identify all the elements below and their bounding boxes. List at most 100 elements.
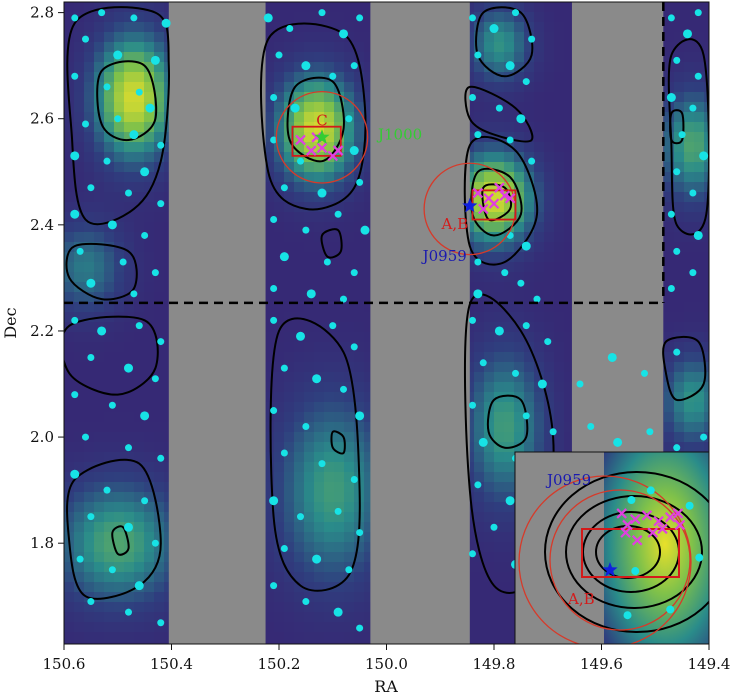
inset-contour xyxy=(565,495,703,609)
galaxy-point xyxy=(114,115,122,123)
galaxy-point xyxy=(157,454,165,462)
j1000-member-marker xyxy=(295,134,306,146)
contour-south-west-inner xyxy=(111,525,130,556)
contour-j0959-outer xyxy=(463,135,539,266)
galaxy-point xyxy=(667,14,675,22)
j0959-star-marker xyxy=(462,197,478,213)
contour-j1000-small xyxy=(320,228,343,259)
x-tick-label: 150.2 xyxy=(258,655,301,673)
inset-galaxy-point xyxy=(631,567,640,576)
galaxy-point xyxy=(296,331,305,341)
inset-j0959-label: J0959 xyxy=(545,471,591,489)
inset-member-marker xyxy=(616,508,627,519)
galaxy-point xyxy=(489,24,499,34)
contour-south-east-inner xyxy=(486,394,529,449)
galaxy-point xyxy=(478,437,488,447)
galaxy-point xyxy=(70,209,80,219)
y-tick-label: 2.8 xyxy=(30,4,54,22)
contour-north-strip-ridge xyxy=(464,85,534,143)
inset-galaxy-point xyxy=(695,553,704,562)
galaxy-point xyxy=(694,72,702,80)
inset-galaxy-point xyxy=(685,501,694,510)
galaxy-point xyxy=(301,61,311,71)
galaxy-point xyxy=(297,513,304,521)
galaxy-point xyxy=(350,269,358,277)
j1000-member-marker xyxy=(316,142,328,154)
galaxy-point xyxy=(150,55,160,65)
galaxy-point xyxy=(141,231,149,239)
galaxy-point xyxy=(87,513,95,521)
x-tick-label: 150.6 xyxy=(43,655,86,673)
galaxy-point xyxy=(528,157,536,165)
galaxy-point xyxy=(270,285,278,293)
galaxy-point xyxy=(522,412,530,420)
galaxy-point xyxy=(334,210,342,218)
inset-galaxy-point xyxy=(666,605,675,614)
plot-area: J1000 C J0959 A,B J0959 A,B xyxy=(64,2,709,644)
galaxy-point xyxy=(280,449,288,457)
j1000-label: J1000 xyxy=(376,125,422,143)
j0959-label: J0959 xyxy=(421,247,467,265)
galaxy-point xyxy=(124,522,133,532)
galaxy-point xyxy=(340,385,347,393)
y-axis-title: Dec xyxy=(1,307,20,338)
galaxy-point xyxy=(134,581,144,591)
galaxy-point xyxy=(130,290,138,298)
galaxy-point xyxy=(302,422,310,430)
inset-search-circle xyxy=(518,475,692,644)
y-axis: 1.8 2.0 2.2 2.4 2.6 2.8 xyxy=(30,4,64,552)
galaxy-point xyxy=(108,401,116,409)
galaxy-point xyxy=(469,14,476,22)
galaxy-point xyxy=(318,9,326,17)
x-tick-label: 150.0 xyxy=(365,655,408,673)
galaxy-point xyxy=(97,326,107,336)
galaxy-point xyxy=(333,607,343,617)
j1000-search-circle xyxy=(275,90,369,184)
galaxy-point xyxy=(516,114,526,124)
galaxy-point xyxy=(157,141,165,149)
galaxy-point xyxy=(537,379,547,389)
x-tick-label: 149.8 xyxy=(473,655,516,673)
galaxy-point xyxy=(157,200,165,208)
galaxy-point xyxy=(673,348,681,356)
galaxy-point xyxy=(544,338,552,346)
j1000-member-marker xyxy=(332,145,344,156)
x-tick-label: 149.4 xyxy=(688,655,730,673)
galaxy-point xyxy=(329,322,337,330)
galaxy-point xyxy=(689,104,697,112)
contour-north-west-outer xyxy=(66,6,170,226)
zoom-inset: J0959 A,B xyxy=(514,451,709,644)
galaxy-point xyxy=(673,168,681,176)
inset-galaxy-point xyxy=(627,496,636,504)
contour-north-west-inner xyxy=(96,60,158,142)
galaxy-point xyxy=(86,278,96,288)
galaxy-point xyxy=(689,269,697,277)
galaxy-point xyxy=(82,120,89,128)
x-tick-label: 149.6 xyxy=(580,655,623,673)
galaxy-point xyxy=(98,9,106,17)
galaxy-point xyxy=(125,189,132,197)
galaxy-point xyxy=(270,136,278,144)
galaxy-point xyxy=(576,380,584,388)
galaxy-point xyxy=(646,428,654,436)
galaxy-point xyxy=(501,269,509,277)
j0959-member-marker xyxy=(494,182,505,193)
galaxy-point xyxy=(522,322,530,330)
galaxy-point xyxy=(279,252,289,262)
inset-content: J0959 A,B xyxy=(518,452,709,644)
inset-density xyxy=(604,452,709,644)
galaxy-point xyxy=(490,523,498,531)
galaxy-point xyxy=(474,481,482,489)
x-axis: 150.6 150.4 150.2 150.0 149.8 149.6 149.4 xyxy=(43,644,730,673)
contour-south-middle-inner xyxy=(330,430,346,455)
galaxy-point xyxy=(270,94,278,102)
galaxy-point xyxy=(87,598,95,606)
galaxy-point xyxy=(345,566,353,574)
contour-south-west-outer xyxy=(64,315,159,396)
density-contours xyxy=(64,6,709,600)
galaxy-point xyxy=(469,550,476,558)
galaxy-point xyxy=(494,326,504,336)
contour-south-middle-outer xyxy=(269,317,361,592)
inset-member-marker xyxy=(620,527,631,538)
galaxy-point xyxy=(689,189,697,197)
